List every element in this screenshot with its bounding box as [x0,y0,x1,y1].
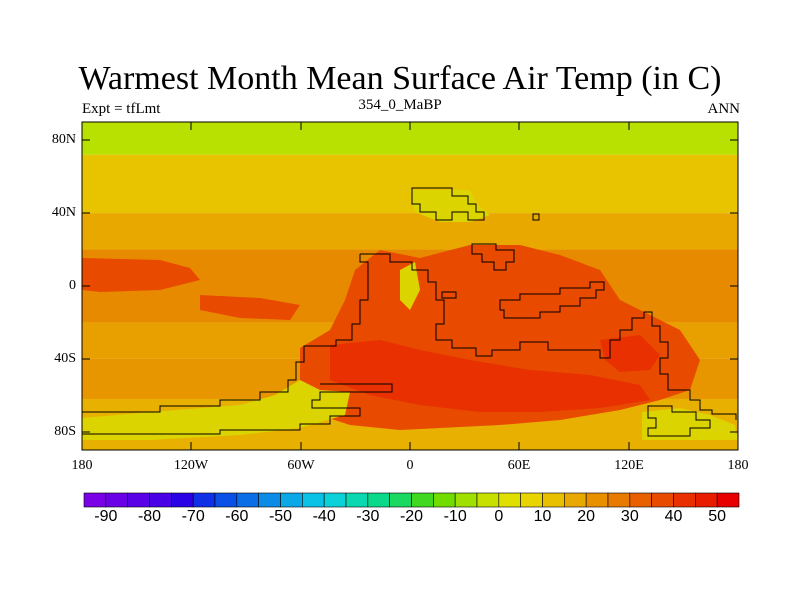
colorbar-swatch [280,492,303,508]
coastline-south-bay [82,383,393,435]
colorbar-label: 30 [620,508,639,525]
x-tick-label: 120E [614,458,644,473]
coastline-east-peninsula [499,281,605,319]
coastlines [82,187,737,437]
colorbar-swatch [214,492,238,508]
cool-patch-center [400,262,420,310]
time-label: 354_0_MaBP [358,97,442,113]
x-tick-label: 120W [173,458,209,473]
colorbar-swatch [302,492,325,508]
colorbar-swatch [105,492,128,508]
colorbar-swatch [149,492,172,508]
colorbar-swatch [171,492,194,508]
temperature-band [82,213,738,250]
colorbar-swatch [520,492,543,508]
colorbar-swatch [323,492,347,508]
hot-region-equatorial-west [82,258,200,292]
colorbar-label: -20 [399,508,424,525]
temperature-band [82,154,738,214]
colorbar-label: -30 [356,508,380,525]
colorbar-label: 0 [494,508,504,525]
colorbar-label: 50 [708,508,727,525]
colorbar-swatch [236,492,259,508]
x-tick-label: 180 [71,458,93,473]
colorbar-swatch [127,492,150,508]
hot-region-equatorial-mid [200,295,300,320]
colorbar-swatch [476,492,500,508]
colorbar-swatch [564,492,587,508]
colorbar-swatch [498,492,521,508]
y-tick-label: 80S [54,424,76,439]
colorbar-swatch [367,492,390,508]
season-label: ANN [707,101,741,117]
coastline-gondwana [82,253,737,420]
cool-patch-southwest [82,380,350,440]
colorbar-swatch [389,492,412,508]
hotter-region-east [600,335,660,372]
colorbar-label: -50 [268,508,293,525]
colorbar-swatch [433,492,456,508]
colorbar-label: -60 [225,508,249,525]
x-tick-label: 180 [727,458,749,473]
colorbar-swatch [192,492,216,508]
coastline-southeast-island [647,405,711,437]
colorbar-label: -10 [443,508,467,525]
hotter-region-south [330,340,650,412]
cool-patch-southeast [642,408,738,440]
colorbar-label: -80 [137,508,162,525]
cool-land-patches [82,190,738,440]
colorbar-swatch [716,492,740,508]
colorbar-swatch [83,492,107,508]
colorbar-label: 40 [664,508,683,525]
x-tick-label: 0 [406,458,414,473]
colorbar-swatch [585,492,609,508]
colorbar-swatch [673,492,696,508]
y-tick-label: 40N [51,205,76,220]
colorbar-label: 20 [577,508,596,525]
colorbar-swatch [454,492,478,508]
colorbar-swatch [629,492,652,508]
colorbar-swatch [411,492,434,508]
axis-tick-marks [82,122,738,450]
colorbar-swatch [607,492,631,508]
colorbar-label: -40 [312,508,336,525]
colorbar-label: -70 [181,508,205,525]
colorbar-swatch [651,492,674,508]
y-tick-label: 40S [54,351,76,366]
y-tick-label: 0 [69,278,76,293]
colorbar-label: 10 [533,508,552,525]
colorbar-swatch [345,492,369,508]
coastline-inner-north [471,243,515,271]
colorbar-swatch [542,492,565,508]
colorbar-swatch [258,492,281,508]
cool-patch-north [410,190,490,222]
colorbar-swatch [695,492,718,508]
chart-title: Warmest Month Mean Surface Air Temp (in … [78,60,722,97]
coastline-north-landmass [411,187,485,221]
experiment-label: Expt = tfLmt [82,101,161,117]
coastline-small-island-north [532,213,540,221]
x-tick-label: 60W [287,458,315,473]
colorbar [83,492,740,508]
coastline-inlet [441,291,457,299]
x-tick-label: 60E [507,458,531,473]
y-tick-label: 80N [51,132,76,147]
colorbar-label: -90 [94,508,118,525]
